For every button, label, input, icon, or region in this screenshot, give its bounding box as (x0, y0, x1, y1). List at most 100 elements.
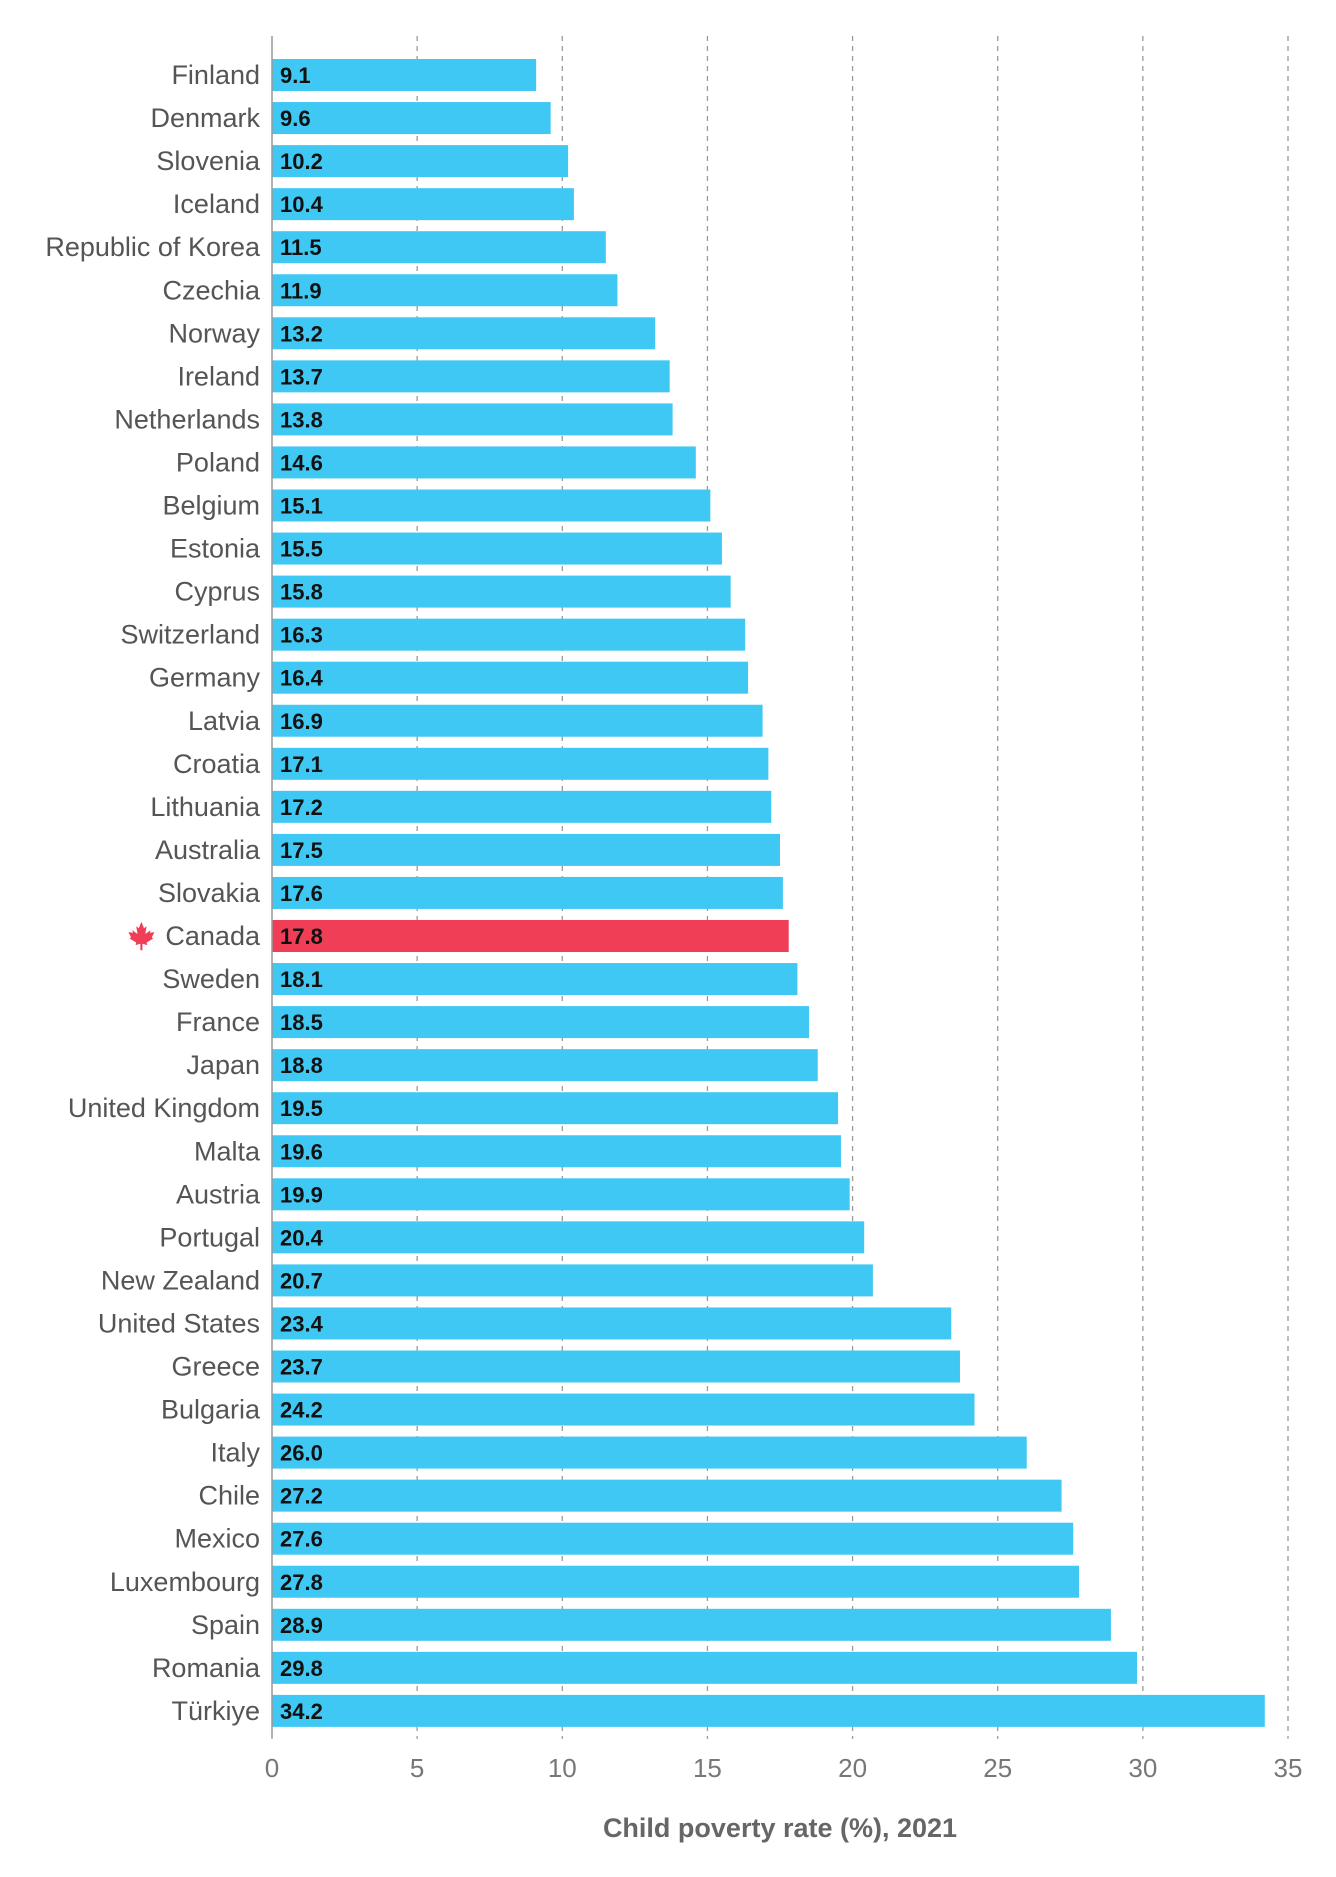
bar (272, 963, 798, 996)
x-tick-label: 5 (410, 1753, 424, 1783)
category-label: Australia (155, 835, 261, 865)
x-tick-label: 20 (838, 1753, 867, 1783)
bar (272, 403, 673, 436)
category-label: Netherlands (114, 404, 260, 434)
bar (272, 1651, 1138, 1684)
bar-value-label: 24.2 (280, 1398, 323, 1423)
bar-value-label: 23.4 (280, 1311, 324, 1336)
category-label: United States (98, 1308, 260, 1338)
labels: 9.1 Finland 9.6 Denmark 10.2 Slovenia 10.4 Icel… (45, 60, 323, 1726)
category-label: Slovenia (156, 146, 261, 176)
bar-value-label: 14.6 (280, 450, 323, 475)
category-label: Norway (168, 318, 260, 348)
category-label: Sweden (162, 964, 260, 994)
category-label: Republic of Korea (45, 232, 261, 262)
bar-value-label: 17.1 (280, 752, 323, 777)
bar-value-label: 17.6 (280, 881, 323, 906)
category-label: Japan (186, 1050, 260, 1080)
bar (272, 1049, 818, 1082)
x-axis-label: Child poverty rate (%), 2021 (603, 1813, 957, 1843)
category-label: Switzerland (120, 620, 260, 650)
category-label: Luxembourg (110, 1567, 260, 1597)
category-label: Portugal (159, 1222, 260, 1252)
category-label: Czechia (162, 275, 261, 305)
bar (272, 1006, 810, 1039)
bar-value-label: 28.9 (280, 1613, 323, 1638)
bar (272, 102, 551, 135)
bar-value-label: 29.8 (280, 1656, 323, 1681)
bar (272, 1307, 952, 1340)
bar-value-label: 20.4 (280, 1225, 324, 1250)
x-tick-label: 35 (1274, 1753, 1303, 1783)
bar (272, 274, 618, 307)
bar (272, 1694, 1265, 1727)
bar-value-label: 20.7 (280, 1268, 323, 1293)
bar (272, 1393, 975, 1426)
bar-value-label: 15.8 (280, 580, 323, 605)
bar-value-label: 16.3 (280, 623, 323, 648)
category-label: Austria (176, 1179, 261, 1209)
category-label: Belgium (162, 491, 260, 521)
bar (272, 145, 569, 178)
x-tick-label: 0 (265, 1753, 279, 1783)
bar (272, 833, 780, 866)
category-label: Poland (176, 447, 260, 477)
bar (272, 575, 731, 608)
category-label: New Zealand (101, 1265, 260, 1295)
category-label: Greece (171, 1352, 260, 1382)
bar-value-label: 10.2 (280, 149, 323, 174)
category-label: Bulgaria (161, 1395, 261, 1425)
bar (272, 1522, 1074, 1555)
x-tick-label: 25 (983, 1753, 1012, 1783)
bar-value-label: 19.5 (280, 1096, 323, 1121)
bar (272, 618, 746, 651)
bar-value-label: 27.8 (280, 1570, 323, 1595)
bar-value-label: 23.7 (280, 1355, 323, 1380)
bar (272, 532, 722, 565)
bar-value-label: 18.1 (280, 967, 323, 992)
bar (272, 59, 537, 91)
bar-value-label: 9.6 (280, 106, 311, 131)
bar (272, 1221, 865, 1254)
category-label: Iceland (173, 189, 260, 219)
bar (272, 876, 783, 909)
category-label: Italy (210, 1438, 260, 1468)
category-label: Türkiye (171, 1696, 260, 1726)
bar (272, 920, 789, 952)
bar (272, 317, 656, 350)
bar-value-label: 17.5 (280, 838, 323, 863)
bar-value-label: 34.2 (280, 1699, 323, 1724)
category-label: Estonia (170, 534, 261, 564)
bar-value-label: 11.9 (280, 278, 322, 303)
bar (272, 704, 763, 737)
x-tick-label: 15 (693, 1753, 722, 1783)
bar-value-label: 16.4 (280, 666, 324, 691)
bar (272, 489, 711, 522)
bar (272, 1479, 1062, 1512)
bar-value-label: 11.5 (280, 235, 322, 260)
bar (272, 661, 749, 694)
bar (272, 1092, 839, 1125)
category-label: Ireland (177, 361, 260, 391)
category-label: United Kingdom (68, 1093, 260, 1123)
bar (272, 1608, 1111, 1641)
category-label: Croatia (173, 749, 261, 779)
bar-value-label: 18.8 (280, 1053, 323, 1078)
category-label: Mexico (174, 1524, 260, 1554)
category-label: Romania (152, 1653, 261, 1683)
x-tick-label: 10 (548, 1753, 577, 1783)
bar (272, 1350, 960, 1383)
bar (272, 1565, 1079, 1598)
bar (272, 231, 606, 264)
bar-value-label: 13.7 (280, 364, 323, 389)
bar (272, 790, 772, 823)
bar-value-label: 13.2 (280, 321, 323, 346)
category-label: Lithuania (150, 792, 261, 822)
bar (272, 1135, 841, 1168)
bar (272, 188, 574, 221)
bar (272, 446, 696, 479)
category-label: Spain (191, 1610, 260, 1640)
category-label: France (176, 1007, 260, 1037)
bar-value-label: 26.0 (280, 1441, 323, 1466)
